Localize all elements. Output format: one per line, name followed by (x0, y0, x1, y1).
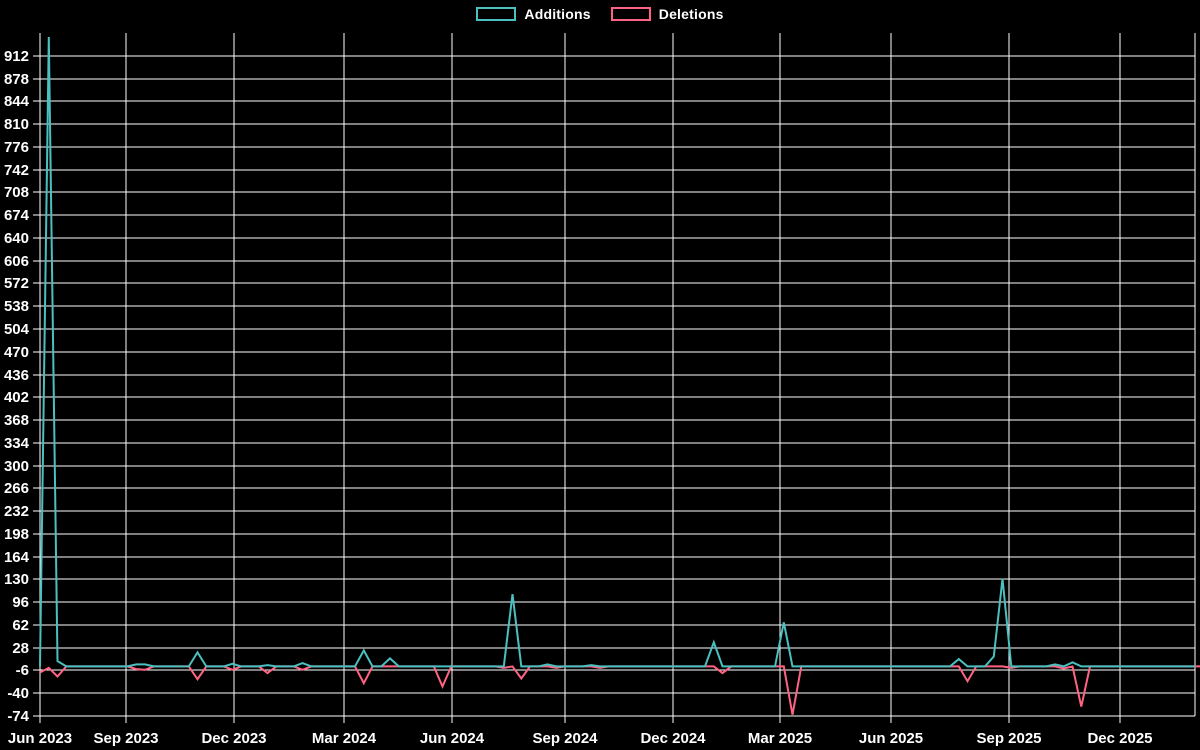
y-tick-label: 96 (12, 594, 29, 611)
y-tick-label: 504 (4, 321, 30, 338)
x-tick-label: Sep 2023 (93, 730, 158, 747)
y-axis-tick-labels: 912 878 844 810 776 742 708 674 640 606 572 538 504 4… (4, 48, 30, 725)
y-tick-label: 640 (4, 230, 29, 247)
chart-legend: Additions Deletions (0, 6, 1200, 22)
y-tick-label: 164 (4, 549, 30, 566)
legend-item-deletions[interactable]: Deletions (610, 6, 724, 22)
x-tick-label: Sep 2025 (976, 730, 1041, 747)
x-tick-label: Sep 2024 (532, 730, 598, 747)
y-tick-label: 28 (12, 640, 29, 657)
y-tick-label: 266 (4, 480, 29, 497)
y-tick-label: 674 (4, 207, 30, 224)
y-tick-label: 62 (12, 617, 29, 634)
x-tick-label: Mar 2025 (748, 730, 812, 747)
grid-lines (33, 33, 1195, 723)
deletions-line (39, 665, 1200, 715)
y-tick-label: 810 (4, 116, 29, 133)
y-tick-label: 402 (4, 389, 29, 406)
y-tick-label: 606 (4, 253, 29, 270)
y-tick-label: 436 (4, 367, 29, 384)
y-tick-label: 232 (4, 503, 29, 520)
x-axis-tick-labels: Jun 2023 Sep 2023 Dec 2023 Mar 2024 Jun 2024… (8, 730, 1153, 747)
x-tick-label: Dec 2024 (640, 730, 706, 747)
y-tick-label: 368 (4, 412, 29, 429)
legend-item-additions[interactable]: Additions (476, 6, 591, 22)
y-tick-label: 572 (4, 275, 29, 292)
y-tick-label: 776 (4, 139, 29, 156)
x-tick-label: Jun 2023 (8, 730, 72, 747)
y-tick-label: -74 (7, 708, 29, 725)
y-tick-label: 708 (4, 184, 29, 201)
y-tick-label: -40 (7, 685, 29, 702)
x-tick-label: Jun 2024 (420, 730, 485, 747)
legend-label-deletions: Deletions (658, 6, 724, 22)
y-tick-label: 878 (4, 71, 29, 88)
additions-legend-swatch-icon (476, 7, 517, 21)
y-tick-label: 130 (4, 571, 29, 588)
y-tick-label: 742 (4, 162, 29, 179)
y-tick-label: 844 (4, 93, 30, 110)
legend-label-additions: Additions (524, 6, 591, 22)
y-tick-label: 334 (4, 435, 30, 452)
y-tick-label: -6 (16, 662, 29, 679)
y-tick-label: 538 (4, 298, 29, 315)
deletions-legend-swatch-icon (610, 7, 651, 21)
y-tick-label: 198 (4, 526, 29, 543)
additions-line (39, 36, 1195, 668)
x-tick-label: Mar 2024 (312, 730, 377, 747)
y-tick-label: 300 (4, 458, 29, 475)
y-tick-label: 470 (4, 344, 29, 361)
y-tick-label: 912 (4, 48, 29, 65)
x-tick-label: Dec 2025 (1087, 730, 1152, 747)
x-tick-label: Dec 2023 (201, 730, 266, 747)
x-tick-label: Jun 2025 (859, 730, 923, 747)
